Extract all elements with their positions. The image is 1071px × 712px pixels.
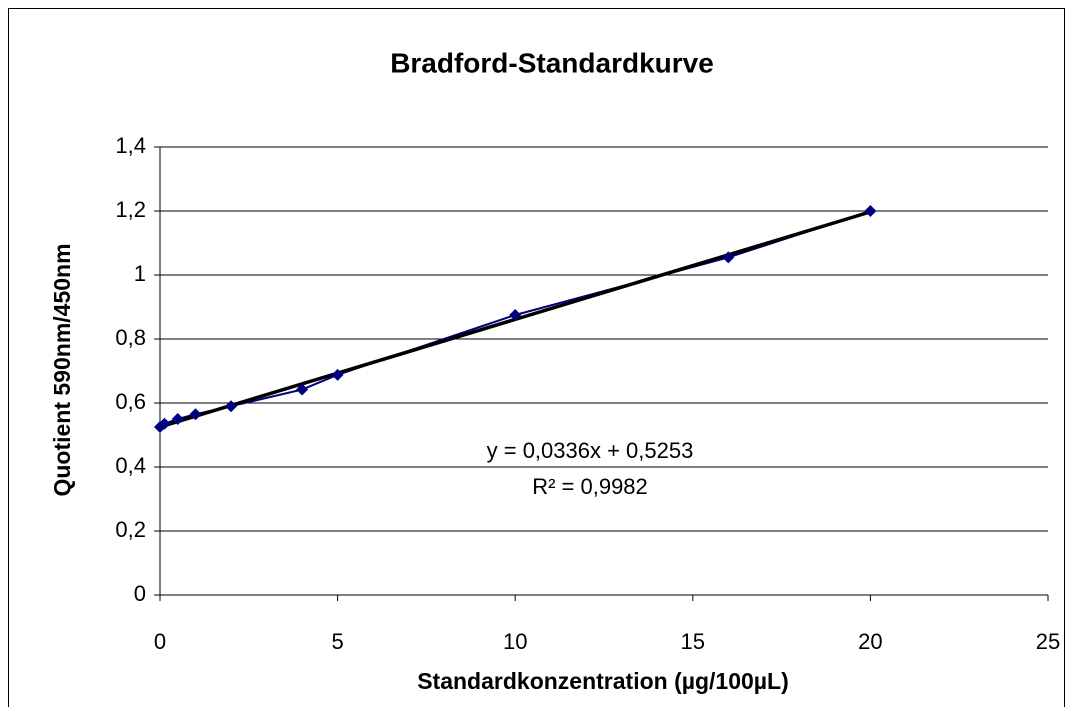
data-point [225,400,238,413]
y-tick-label: 0,4 [115,453,146,478]
data-point [189,408,202,421]
data-point [331,368,344,381]
x-tick-label: 15 [681,629,705,654]
y-tick-label: 0 [134,581,146,606]
data-point [864,205,877,217]
y-tick-label: 1,2 [115,197,146,222]
x-tick-label: 25 [1036,629,1060,654]
data-point [296,383,309,396]
x-tick-label: 0 [154,629,166,654]
data-point [171,413,184,425]
x-tick-label: 10 [503,629,527,654]
y-tick-label: 1 [134,261,146,286]
y-axis-label: Quotient 590nm/450nm [49,243,75,496]
y-tick-label: 0,2 [115,517,146,542]
trendline-equation: y = 0,0336x + 0,5253 [487,438,694,463]
data-point [722,251,735,264]
x-tick-label: 5 [331,629,343,654]
x-tick-label: 20 [858,629,882,654]
x-axis-label: Standardkonzentration (µg/100µL) [417,668,789,694]
data-point [509,309,522,321]
data-point [158,417,171,430]
chart-title: Bradford-Standardkurve [390,47,714,78]
trendline-r2: R² = 0,9982 [532,474,648,499]
y-tick-label: 1,4 [115,133,146,158]
y-tick-label: 0,8 [115,325,146,350]
y-tick-label: 0,6 [115,389,146,414]
chart-frame [8,8,1065,712]
